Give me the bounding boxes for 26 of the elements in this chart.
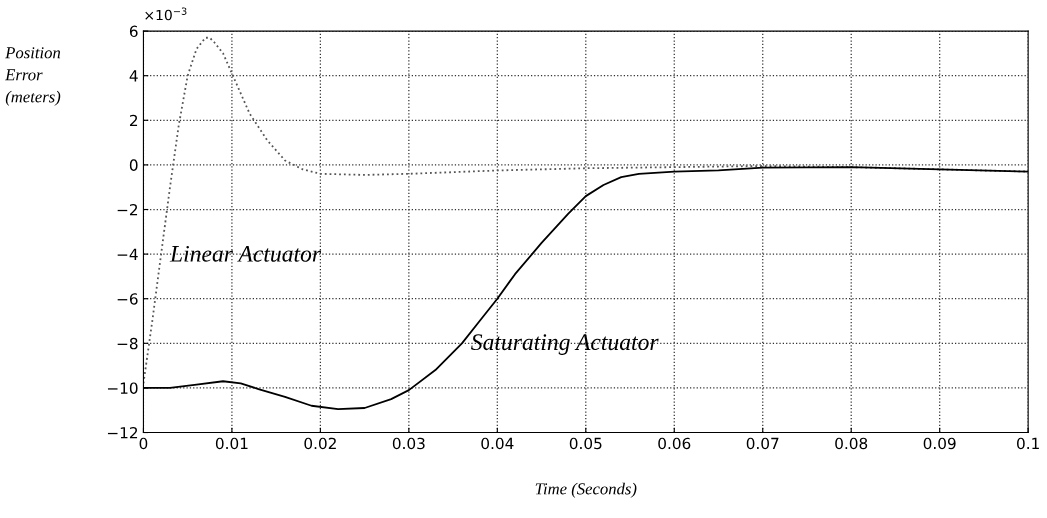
x-tick-label: 0.03 <box>392 437 425 450</box>
y-tick-label: −2 <box>117 203 138 216</box>
annotation: Linear Actuator <box>169 245 322 262</box>
x-tick-label: 0.06 <box>658 437 691 450</box>
x-tick-label: 0 <box>139 437 148 450</box>
y-axis-title: Position Error (meters) <box>5 47 61 106</box>
x-tick-label: 0.08 <box>835 437 868 450</box>
x-tick-label: 0.04 <box>481 437 514 450</box>
y-tick-label: −12 <box>107 427 138 439</box>
x-axis-title: Time (Seconds) <box>535 482 637 498</box>
y-tick-label: 6 <box>129 25 138 38</box>
y-tick-label: −10 <box>107 382 138 394</box>
y-tick-label: −6 <box>117 293 138 305</box>
text: ×10$^{−3}$ <box>145 7 187 21</box>
x-tick-label: 0.09 <box>923 437 956 450</box>
annotation: Saturating Actuator <box>471 334 659 355</box>
x-tick-label: 0.05 <box>569 437 602 450</box>
x-tick-label: 0.01 <box>215 437 248 450</box>
x-tick-label: 0.07 <box>746 437 779 450</box>
y-tick-label: 2 <box>129 114 138 127</box>
x-tick-label: 0.02 <box>304 437 336 450</box>
y-tick-label: 4 <box>129 70 138 82</box>
y-tick-label: 0 <box>129 159 138 171</box>
x-tick-label: 0.1 <box>1017 437 1039 450</box>
y-tick-label: −4 <box>117 248 138 260</box>
y-tick-label: −8 <box>117 337 138 350</box>
